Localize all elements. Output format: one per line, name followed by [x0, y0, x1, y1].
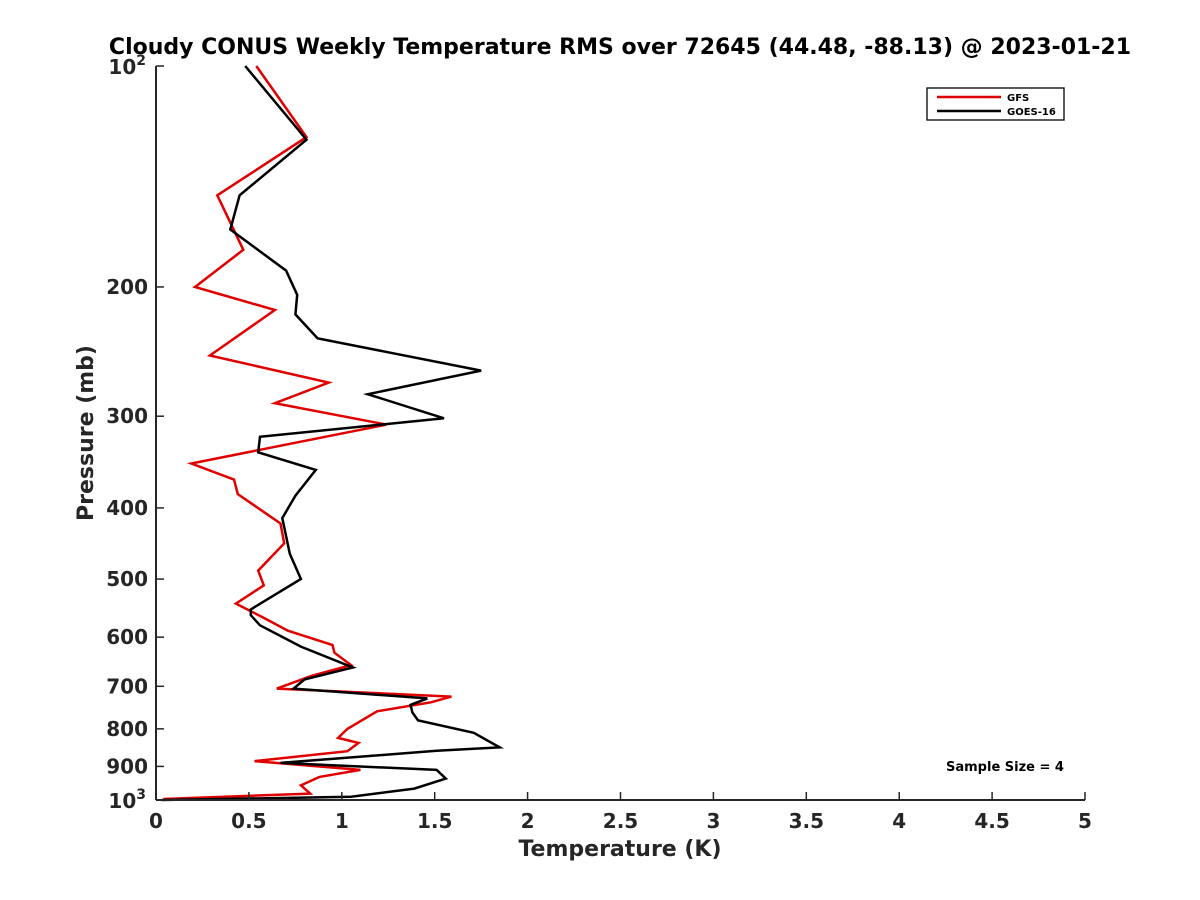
- sample-size-annotation: Sample Size = 4: [946, 760, 1064, 775]
- x-tick-label: 0.5: [231, 809, 266, 833]
- x-tick-label: 2.5: [603, 809, 638, 833]
- y-tick-label: 500: [106, 567, 148, 591]
- y-tick-label: 600: [106, 625, 148, 649]
- legend-label-gfs: GFS: [1007, 93, 1029, 104]
- y-tick-label: 700: [106, 674, 148, 698]
- y-tick-label: 103: [108, 787, 146, 813]
- legend-box: [926, 87, 1065, 121]
- y-tick-label: 900: [106, 754, 148, 778]
- legend-label-goes16: GOES-16: [1007, 107, 1056, 118]
- x-axis-label: Temperature (K): [518, 837, 721, 862]
- x-tick-label: 3.5: [789, 809, 824, 833]
- series-line-gfs: [163, 65, 452, 801]
- x-tick-label: 4.5: [974, 809, 1009, 833]
- y-tick-label: 200: [106, 275, 148, 299]
- series-layer: [161, 65, 505, 802]
- y-tick-label: 300: [106, 404, 148, 428]
- x-tick-label: 5: [1078, 809, 1092, 833]
- x-tick-label: 3: [706, 809, 720, 833]
- series-line-goes-16: [161, 65, 505, 802]
- y-ticks: 200 300 400 500 600 700 800 900 102 103: [106, 53, 164, 813]
- legend: GFS GOES-16: [926, 87, 1065, 121]
- x-tick-label: 1: [335, 809, 349, 833]
- x-tick-label: 0: [149, 809, 163, 833]
- x-tick-label: 1.5: [417, 809, 452, 833]
- x-tick-label: 4: [892, 809, 906, 833]
- y-axis-label: Pressure (mb): [74, 345, 99, 521]
- y-tick-label: 800: [106, 717, 148, 741]
- x-ticks: 0 0.5 1 1.5 2 2.5 3 3.5 4 4.5 5: [149, 792, 1092, 833]
- y-tick-label: 102: [108, 53, 146, 79]
- y-tick-label: 400: [106, 496, 148, 520]
- chart-title: Cloudy CONUS Weekly Temperature RMS over…: [109, 35, 1131, 60]
- x-tick-label: 2: [521, 809, 535, 833]
